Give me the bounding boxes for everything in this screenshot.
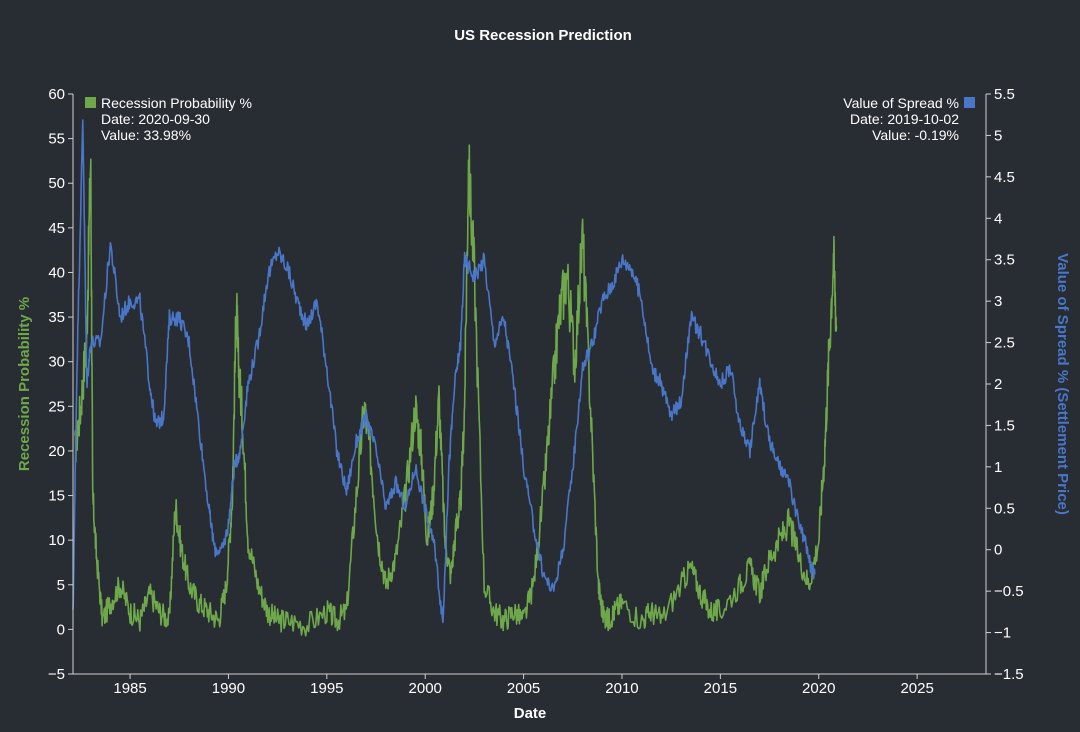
right-tick-label: 0.5 [994, 500, 1015, 517]
left-tick-label: 35 [48, 309, 65, 326]
legend-right-date: Date: 2019-10-02 [850, 111, 959, 127]
right-tick-label: −1 [994, 625, 1011, 642]
left-tick-label: 15 [48, 488, 65, 505]
left-tick-label: 25 [48, 398, 65, 415]
left-tick-label: 55 [48, 131, 65, 148]
legend-right-value: Value: -0.19% [872, 127, 959, 143]
x-axis-title: Date [514, 705, 547, 722]
right-tick-label: 5 [994, 127, 1002, 144]
x-tick-label: 2025 [900, 680, 933, 697]
chart-title: US Recession Prediction [454, 27, 632, 44]
right-tick-label: 2 [994, 376, 1002, 393]
left-tick-label: 30 [48, 354, 65, 371]
left-tick-label: 20 [48, 443, 65, 460]
series-line-recession-probability[interactable] [74, 144, 838, 637]
x-tick-label: 2015 [704, 680, 737, 697]
x-tick-label: 1990 [212, 680, 245, 697]
right-tick-label: −1.5 [994, 666, 1024, 683]
axes: −5051015202530354045505560−1.5−1−0.500.5… [48, 86, 1024, 697]
legend-right-swatch [964, 97, 975, 108]
left-tick-label: 60 [48, 86, 65, 103]
right-tick-label: −0.5 [994, 583, 1024, 600]
x-tick-label: 1985 [113, 680, 146, 697]
right-tick-label: 3 [994, 293, 1002, 310]
left-tick-label: 50 [48, 175, 65, 192]
left-tick-label: 40 [48, 264, 65, 281]
x-tick-label: 2000 [409, 680, 442, 697]
right-tick-label: 4.5 [994, 169, 1015, 186]
left-axis-title: Recession Probability % [16, 297, 33, 471]
x-tick-label: 2005 [507, 680, 540, 697]
left-tick-label: 0 [57, 621, 65, 638]
series-line-spread[interactable] [72, 119, 816, 624]
plot-area [72, 119, 838, 637]
legend-left-date: Date: 2020-09-30 [101, 111, 210, 127]
legend-left: Recession Probability % Date: 2020-09-30… [85, 95, 252, 143]
right-tick-label: 0 [994, 542, 1002, 559]
right-tick-label: 1 [994, 459, 1002, 476]
legend-left-value: Value: 33.98% [101, 127, 191, 143]
legend-left-swatch [85, 97, 96, 108]
legend-right-name[interactable]: Value of Spread % [843, 95, 959, 111]
x-tick-label: 1995 [310, 680, 343, 697]
x-tick-label: 2010 [605, 680, 638, 697]
right-axis-title: Value of Spread % (Settlement Price) [1054, 253, 1071, 515]
right-tick-label: 2.5 [994, 335, 1015, 352]
left-tick-label: 45 [48, 220, 65, 237]
left-tick-label: 10 [48, 532, 65, 549]
legend-right: Value of Spread % Date: 2019-10-02 Value… [843, 95, 975, 143]
right-tick-label: 4 [994, 210, 1002, 227]
right-tick-label: 3.5 [994, 252, 1015, 269]
legend-left-name[interactable]: Recession Probability % [101, 95, 252, 111]
x-tick-label: 2020 [802, 680, 835, 697]
left-tick-label: −5 [48, 666, 65, 683]
right-tick-label: 1.5 [994, 417, 1015, 434]
right-tick-label: 5.5 [994, 86, 1015, 103]
left-tick-label: 5 [57, 577, 65, 594]
